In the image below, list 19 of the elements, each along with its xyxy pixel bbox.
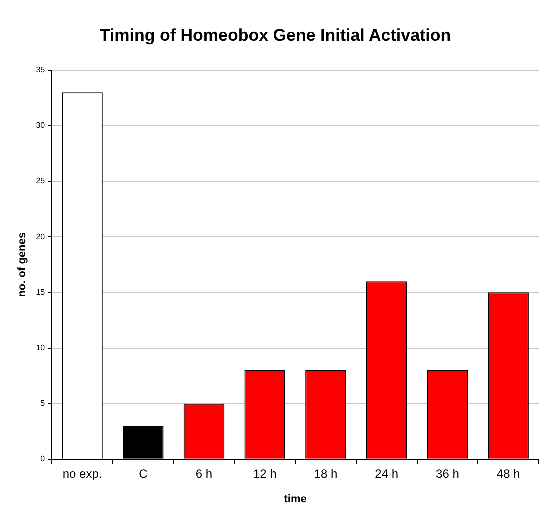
y-axis-title: no. of genes — [16, 232, 29, 298]
y-tick-label: 25 — [36, 176, 46, 186]
x-tick-label: 24 h — [375, 466, 399, 481]
x-tick-label: C — [139, 466, 148, 481]
y-tick-label: 15 — [36, 288, 46, 297]
y-tick-label: 5 — [40, 399, 46, 408]
x-tick-label: 12 h — [253, 466, 277, 481]
y-tick-label: 35 — [36, 66, 46, 75]
y-tick-label: 10 — [36, 343, 46, 352]
x-tick-label: 36 h — [436, 466, 460, 481]
y-tick-label: 30 — [36, 121, 46, 130]
x-tick-label: 18 h — [314, 466, 338, 481]
x-tick-label: 48 h — [496, 466, 520, 481]
x-tick-label: no exp. — [62, 466, 102, 481]
x-tick-label: 6 h — [196, 466, 213, 481]
chart-title: Timing of Homeobox Gene Initial Activation — [100, 26, 452, 45]
y-tick-label: 0 — [40, 454, 46, 464]
x-axis-title: time — [284, 493, 307, 506]
y-tick-label: 20 — [36, 232, 46, 242]
